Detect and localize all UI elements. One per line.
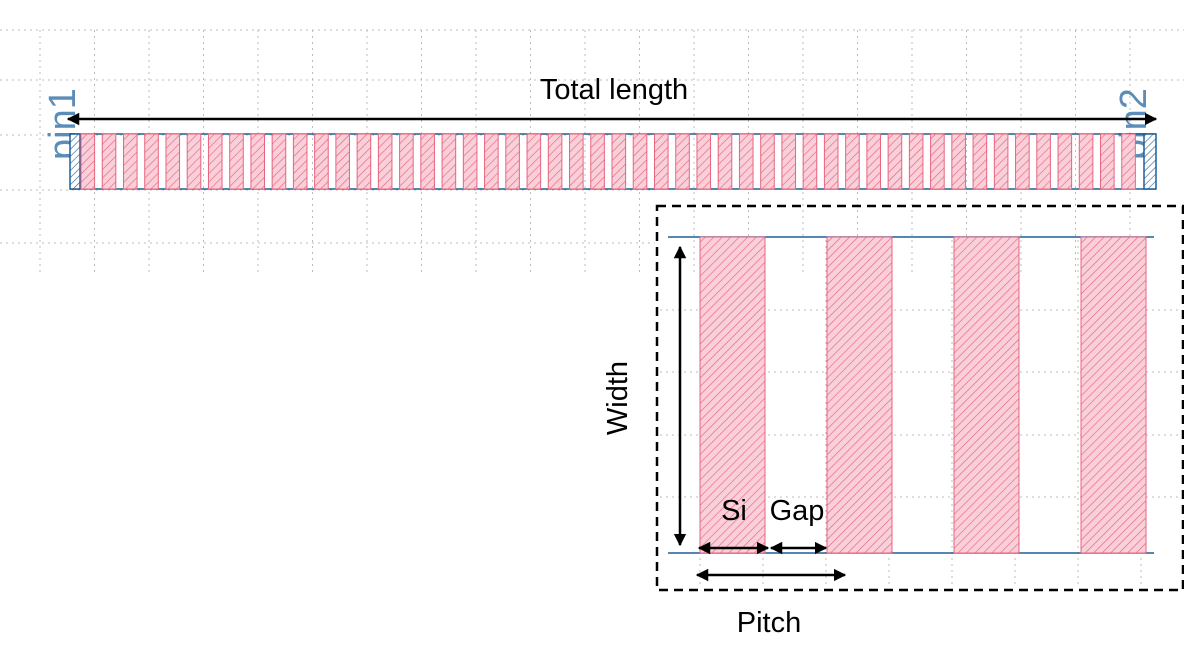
grating-stripe <box>1015 133 1030 190</box>
si-label: Si <box>721 495 747 527</box>
grating-stripe <box>590 133 605 190</box>
grating-stripe <box>972 133 988 190</box>
grating-stripe <box>1078 133 1094 190</box>
grating-stripe <box>420 133 435 190</box>
zoom-stripe <box>699 236 766 554</box>
grating-stripe <box>653 133 669 190</box>
grating-stripe <box>632 133 648 190</box>
grating-stripe <box>845 133 860 190</box>
grating-stripe <box>547 133 563 190</box>
grating-stripe <box>399 133 414 190</box>
grating-stripe <box>144 133 159 190</box>
grating-stripe <box>887 133 903 190</box>
grating-stripe <box>675 133 690 190</box>
main-grating <box>69 133 1157 190</box>
grating-stripe <box>802 133 818 190</box>
grating-stripe <box>271 133 287 190</box>
pin1-port <box>69 133 81 190</box>
main-grating-stripes <box>80 133 1136 190</box>
grating-stripe <box>908 133 924 190</box>
width-label: Width <box>602 361 634 435</box>
grating-stripe <box>760 133 775 190</box>
gap-label: Gap <box>770 495 825 527</box>
grating-stripe <box>781 133 797 190</box>
grating-stripe <box>717 133 733 190</box>
zoom-inset: Width Si Gap <box>602 204 1184 592</box>
grating-stripe <box>229 133 244 190</box>
grating-stripe <box>569 133 584 190</box>
grating-stripe <box>1100 133 1115 190</box>
grating-stripe <box>292 133 308 190</box>
zoom-stripe <box>826 236 893 554</box>
grating-stripe <box>377 133 393 190</box>
grating-stripe <box>165 133 181 190</box>
pin2-port <box>1143 133 1157 190</box>
grating-stripe <box>1121 133 1136 190</box>
zoom-inset-border <box>655 204 1184 592</box>
grating-stripe <box>122 133 138 190</box>
grating-stripe <box>462 133 478 190</box>
grating-stripe <box>993 133 1009 190</box>
grating-stripe <box>484 133 499 190</box>
total-length-label: Total length <box>540 74 688 106</box>
grating-stripe <box>823 133 839 190</box>
grating-stripe <box>738 133 754 190</box>
grating-stripe <box>186 133 202 190</box>
grating-stripe <box>207 133 223 190</box>
grating-stripe <box>611 133 627 190</box>
grating-stripe <box>1057 133 1073 190</box>
grating-stripe <box>1036 133 1051 190</box>
grating-stripe <box>441 133 457 190</box>
zoom-stripe <box>1080 236 1147 554</box>
grating-stripe <box>696 133 712 190</box>
zoom-stripes <box>699 236 1147 554</box>
grating-stripe <box>505 133 520 190</box>
pitch-label: Pitch <box>737 607 801 639</box>
grating-stripe <box>250 133 266 190</box>
grating-stripe <box>951 133 966 190</box>
grating-stripe <box>526 133 542 190</box>
grating-stripe <box>314 133 329 190</box>
grating-stripe <box>101 133 117 190</box>
grating-stripe <box>866 133 881 190</box>
grating-stripe <box>930 133 945 190</box>
grating-stripe <box>80 133 96 190</box>
zoom-stripe <box>953 236 1020 554</box>
grating-stripe <box>356 133 372 190</box>
grating-stripe <box>335 133 350 190</box>
